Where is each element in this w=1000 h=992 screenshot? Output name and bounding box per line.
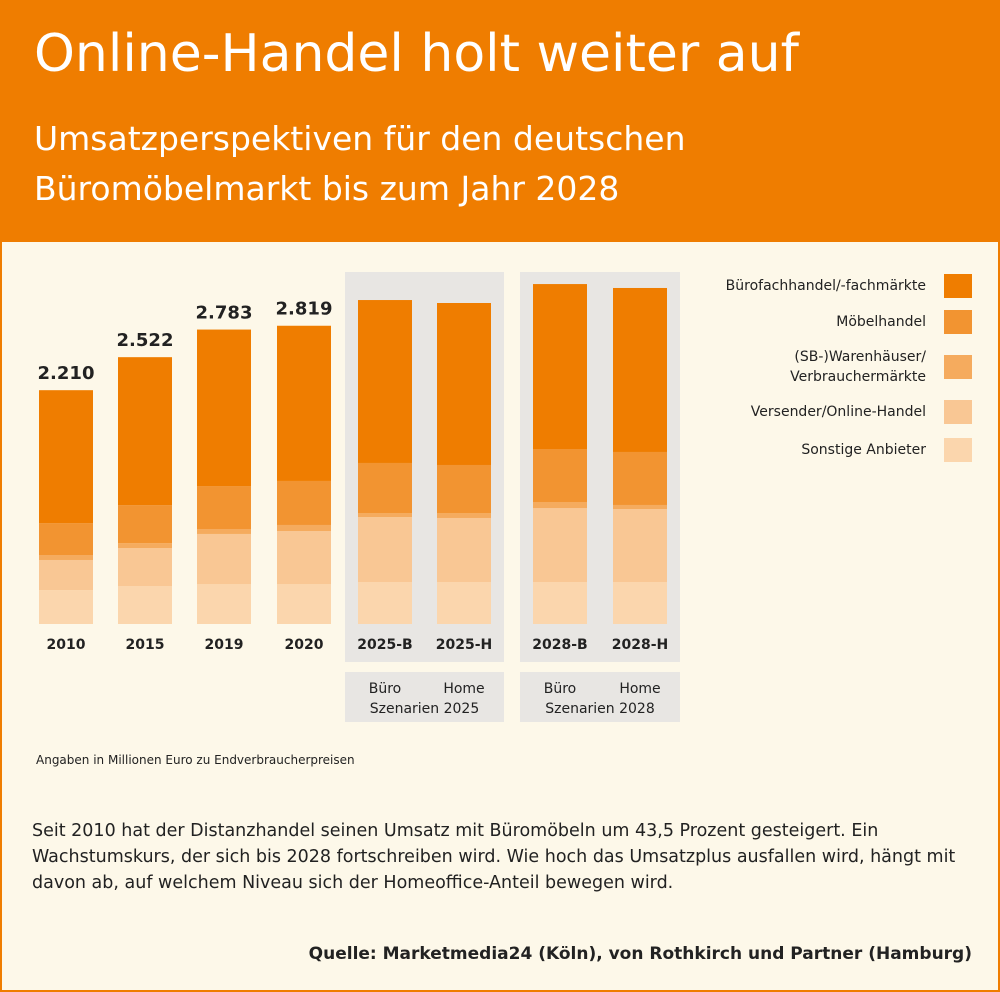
bar-segment — [613, 287, 667, 452]
header: Online-Handel holt weiter auf Umsatzpers… — [2, 2, 998, 242]
bar-segment — [197, 528, 251, 534]
bar-segment — [533, 581, 587, 624]
bar-segment — [613, 508, 667, 582]
legend-label: Bürofachhandel/-fachmärkte — [726, 278, 926, 294]
group-sublabel: Büro — [369, 681, 402, 697]
legend-swatch — [944, 438, 972, 462]
group-label: Szenarien 2025 — [370, 701, 480, 717]
legend-label: (SB-)Warenhäuser/Verbrauchermärkte — [790, 349, 926, 385]
bar-segment — [39, 523, 93, 556]
bar-segment — [197, 329, 251, 487]
legend-swatch — [944, 400, 972, 424]
x-tick-label: 2028-B — [532, 637, 587, 653]
bar-segment — [118, 548, 172, 587]
source: Quelle: Marketmedia24 (Köln), von Rothki… — [308, 944, 972, 964]
legend-swatch — [944, 310, 972, 334]
bar-segment — [118, 505, 172, 544]
total-label: 2.522 — [117, 330, 174, 351]
bar-segment — [358, 581, 412, 624]
chart-title: Online-Handel holt weiter auf — [34, 24, 799, 84]
legend-label: Sonstige Anbieter — [801, 442, 926, 458]
bar-segment — [39, 559, 93, 591]
x-tick-label: 2025-H — [436, 637, 493, 653]
bar-segment — [533, 284, 587, 450]
bar-segment — [39, 555, 93, 560]
bar-segment — [277, 584, 331, 624]
bar-segment — [437, 513, 491, 518]
x-tick-label: 2020 — [285, 637, 324, 653]
total-label: 2.783 — [196, 303, 253, 324]
bar-segment — [533, 502, 587, 509]
legend-swatch — [944, 355, 972, 379]
x-tick-label: 2019 — [205, 637, 244, 653]
group-label-panel — [345, 672, 504, 722]
bar-segment — [613, 504, 667, 509]
bar-segment — [277, 480, 331, 525]
bar-segment — [197, 486, 251, 529]
x-tick-label: 2028-H — [612, 637, 669, 653]
bar-segment — [277, 325, 331, 481]
total-label: 2.819 — [276, 299, 333, 320]
x-tick-label: 2015 — [126, 637, 165, 653]
bar-segment — [533, 508, 587, 582]
bar-segment — [197, 584, 251, 624]
bar-segment — [613, 581, 667, 624]
total-label: 2.210 — [38, 363, 95, 384]
group-label: Szenarien 2028 — [545, 701, 655, 717]
bar-segment — [533, 449, 587, 503]
bar-segment — [437, 581, 491, 624]
bar-segment — [358, 462, 412, 514]
note: Angaben in Millionen Euro zu Endverbrauc… — [36, 753, 355, 767]
chart: Büro Home Szenarien 2025 Büro Home Szenarien … — [38, 272, 972, 722]
legend-swatch — [944, 274, 972, 298]
bar-segment — [118, 586, 172, 624]
legend-label: Versender/Online-Handel — [751, 404, 926, 420]
x-tick-label: 2010 — [47, 637, 86, 653]
bar-segment — [118, 357, 172, 506]
bar-segment — [118, 543, 172, 549]
group-sublabel: Home — [443, 681, 484, 697]
legend-label: Möbelhandel — [836, 314, 926, 330]
bar-segment — [358, 513, 412, 518]
bar-segment — [197, 533, 251, 585]
bar-segment — [277, 531, 331, 585]
bar-segment — [39, 390, 93, 524]
bar-segment — [358, 300, 412, 463]
bar-segment — [613, 451, 667, 505]
bar-segment — [39, 590, 93, 624]
group-label-panel — [520, 672, 680, 722]
chart-subtitle: Umsatzperspektiven für den deutschen Bür… — [34, 119, 686, 208]
bar-segment — [437, 517, 491, 582]
body-text: Seit 2010 hat der Distanzhandel seinen U… — [32, 821, 956, 893]
x-tick-label: 2025-B — [357, 637, 412, 653]
bar-segment — [437, 303, 491, 465]
bar-segment — [358, 517, 412, 582]
group-sublabel: Home — [619, 681, 660, 697]
group-sublabel: Büro — [544, 681, 577, 697]
bar-segment — [277, 524, 331, 532]
bar-segment — [437, 464, 491, 514]
